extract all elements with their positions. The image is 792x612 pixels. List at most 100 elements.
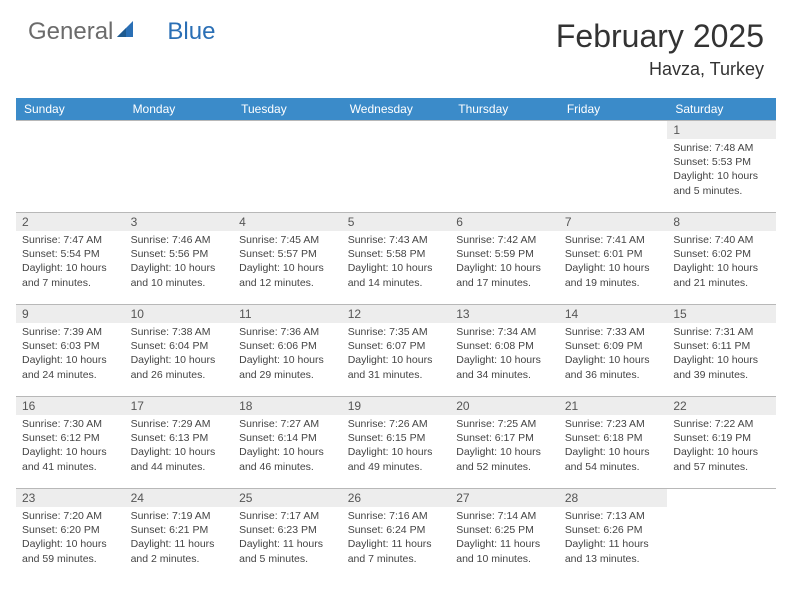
calendar-day-cell: 2Sunrise: 7:47 AMSunset: 5:54 PMDaylight…	[16, 213, 125, 305]
sunrise-line: Sunrise: 7:33 AM	[565, 325, 662, 339]
day-number: 20	[450, 397, 559, 415]
calendar-day-cell: 15Sunrise: 7:31 AMSunset: 6:11 PMDayligh…	[667, 305, 776, 397]
day-details: Sunrise: 7:40 AMSunset: 6:02 PMDaylight:…	[667, 231, 776, 294]
day-number: 13	[450, 305, 559, 323]
page-header: General Blue February 2025 Havza, Turkey	[0, 0, 792, 88]
sunset-line: Sunset: 6:26 PM	[565, 523, 662, 537]
sunrise-line: Sunrise: 7:16 AM	[348, 509, 445, 523]
day-header: Tuesday	[233, 98, 342, 121]
day-number: 16	[16, 397, 125, 415]
sunset-line: Sunset: 5:59 PM	[456, 247, 553, 261]
day-details: Sunrise: 7:45 AMSunset: 5:57 PMDaylight:…	[233, 231, 342, 294]
day-number: 27	[450, 489, 559, 507]
sunrise-line: Sunrise: 7:48 AM	[673, 141, 770, 155]
day-details: Sunrise: 7:20 AMSunset: 6:20 PMDaylight:…	[16, 507, 125, 570]
sunrise-line: Sunrise: 7:40 AM	[673, 233, 770, 247]
daylight-line: Daylight: 10 hours and 34 minutes.	[456, 353, 553, 381]
day-details: Sunrise: 7:43 AMSunset: 5:58 PMDaylight:…	[342, 231, 451, 294]
day-number: 1	[667, 121, 776, 139]
day-number-band-empty	[450, 121, 559, 139]
calendar-day-cell: 3Sunrise: 7:46 AMSunset: 5:56 PMDaylight…	[125, 213, 234, 305]
sunset-line: Sunset: 6:15 PM	[348, 431, 445, 445]
day-header: Thursday	[450, 98, 559, 121]
sunrise-line: Sunrise: 7:30 AM	[22, 417, 119, 431]
daylight-line: Daylight: 10 hours and 59 minutes.	[22, 537, 119, 565]
calendar-day-cell: 16Sunrise: 7:30 AMSunset: 6:12 PMDayligh…	[16, 397, 125, 489]
day-number: 4	[233, 213, 342, 231]
day-header: Monday	[125, 98, 234, 121]
calendar-week-row: 2Sunrise: 7:47 AMSunset: 5:54 PMDaylight…	[16, 213, 776, 305]
calendar-day-cell: 19Sunrise: 7:26 AMSunset: 6:15 PMDayligh…	[342, 397, 451, 489]
daylight-line: Daylight: 11 hours and 7 minutes.	[348, 537, 445, 565]
sunset-line: Sunset: 6:13 PM	[131, 431, 228, 445]
day-number: 7	[559, 213, 668, 231]
day-details: Sunrise: 7:17 AMSunset: 6:23 PMDaylight:…	[233, 507, 342, 570]
sunset-line: Sunset: 5:57 PM	[239, 247, 336, 261]
location-subtitle: Havza, Turkey	[556, 59, 764, 80]
calendar-day-cell: 18Sunrise: 7:27 AMSunset: 6:14 PMDayligh…	[233, 397, 342, 489]
day-details: Sunrise: 7:26 AMSunset: 6:15 PMDaylight:…	[342, 415, 451, 478]
sunrise-line: Sunrise: 7:22 AM	[673, 417, 770, 431]
calendar-day-cell: 25Sunrise: 7:17 AMSunset: 6:23 PMDayligh…	[233, 489, 342, 581]
brand-logo: General Blue	[28, 18, 215, 46]
calendar-week-row: 1Sunrise: 7:48 AMSunset: 5:53 PMDaylight…	[16, 121, 776, 213]
day-number: 6	[450, 213, 559, 231]
daylight-line: Daylight: 11 hours and 10 minutes.	[456, 537, 553, 565]
sunset-line: Sunset: 6:09 PM	[565, 339, 662, 353]
sunrise-line: Sunrise: 7:19 AM	[131, 509, 228, 523]
sunrise-line: Sunrise: 7:13 AM	[565, 509, 662, 523]
day-number: 24	[125, 489, 234, 507]
daylight-line: Daylight: 11 hours and 5 minutes.	[239, 537, 336, 565]
sunset-line: Sunset: 6:24 PM	[348, 523, 445, 537]
daylight-line: Daylight: 10 hours and 39 minutes.	[673, 353, 770, 381]
calendar-day-cell	[667, 489, 776, 581]
day-number: 28	[559, 489, 668, 507]
sunset-line: Sunset: 6:21 PM	[131, 523, 228, 537]
daylight-line: Daylight: 10 hours and 14 minutes.	[348, 261, 445, 289]
calendar-day-cell: 1Sunrise: 7:48 AMSunset: 5:53 PMDaylight…	[667, 121, 776, 213]
calendar-day-cell: 11Sunrise: 7:36 AMSunset: 6:06 PMDayligh…	[233, 305, 342, 397]
sunrise-line: Sunrise: 7:29 AM	[131, 417, 228, 431]
sunset-line: Sunset: 6:03 PM	[22, 339, 119, 353]
daylight-line: Daylight: 10 hours and 31 minutes.	[348, 353, 445, 381]
day-number-band-empty	[559, 121, 668, 139]
daylight-line: Daylight: 10 hours and 29 minutes.	[239, 353, 336, 381]
day-header: Wednesday	[342, 98, 451, 121]
day-number: 8	[667, 213, 776, 231]
day-number: 25	[233, 489, 342, 507]
calendar-day-cell: 10Sunrise: 7:38 AMSunset: 6:04 PMDayligh…	[125, 305, 234, 397]
calendar-week-row: 23Sunrise: 7:20 AMSunset: 6:20 PMDayligh…	[16, 489, 776, 581]
day-details: Sunrise: 7:39 AMSunset: 6:03 PMDaylight:…	[16, 323, 125, 386]
daylight-line: Daylight: 10 hours and 24 minutes.	[22, 353, 119, 381]
day-details: Sunrise: 7:25 AMSunset: 6:17 PMDaylight:…	[450, 415, 559, 478]
calendar-day-cell: 14Sunrise: 7:33 AMSunset: 6:09 PMDayligh…	[559, 305, 668, 397]
day-number: 22	[667, 397, 776, 415]
day-details: Sunrise: 7:33 AMSunset: 6:09 PMDaylight:…	[559, 323, 668, 386]
day-number: 19	[342, 397, 451, 415]
sunrise-line: Sunrise: 7:14 AM	[456, 509, 553, 523]
calendar-day-cell: 17Sunrise: 7:29 AMSunset: 6:13 PMDayligh…	[125, 397, 234, 489]
brand-word-blue: Blue	[167, 18, 215, 46]
sunset-line: Sunset: 6:01 PM	[565, 247, 662, 261]
day-details: Sunrise: 7:16 AMSunset: 6:24 PMDaylight:…	[342, 507, 451, 570]
day-details: Sunrise: 7:31 AMSunset: 6:11 PMDaylight:…	[667, 323, 776, 386]
day-details: Sunrise: 7:47 AMSunset: 5:54 PMDaylight:…	[16, 231, 125, 294]
calendar-day-cell	[125, 121, 234, 213]
day-number: 17	[125, 397, 234, 415]
sunset-line: Sunset: 6:08 PM	[456, 339, 553, 353]
day-number: 21	[559, 397, 668, 415]
day-details: Sunrise: 7:36 AMSunset: 6:06 PMDaylight:…	[233, 323, 342, 386]
day-number: 15	[667, 305, 776, 323]
day-header-row: SundayMondayTuesdayWednesdayThursdayFrid…	[16, 98, 776, 121]
sunrise-line: Sunrise: 7:47 AM	[22, 233, 119, 247]
day-details: Sunrise: 7:38 AMSunset: 6:04 PMDaylight:…	[125, 323, 234, 386]
daylight-line: Daylight: 10 hours and 57 minutes.	[673, 445, 770, 473]
sunset-line: Sunset: 6:25 PM	[456, 523, 553, 537]
day-details: Sunrise: 7:41 AMSunset: 6:01 PMDaylight:…	[559, 231, 668, 294]
day-details: Sunrise: 7:42 AMSunset: 5:59 PMDaylight:…	[450, 231, 559, 294]
calendar-day-cell: 20Sunrise: 7:25 AMSunset: 6:17 PMDayligh…	[450, 397, 559, 489]
calendar-day-cell: 23Sunrise: 7:20 AMSunset: 6:20 PMDayligh…	[16, 489, 125, 581]
sunrise-line: Sunrise: 7:27 AM	[239, 417, 336, 431]
day-number: 3	[125, 213, 234, 231]
calendar-day-cell: 4Sunrise: 7:45 AMSunset: 5:57 PMDaylight…	[233, 213, 342, 305]
